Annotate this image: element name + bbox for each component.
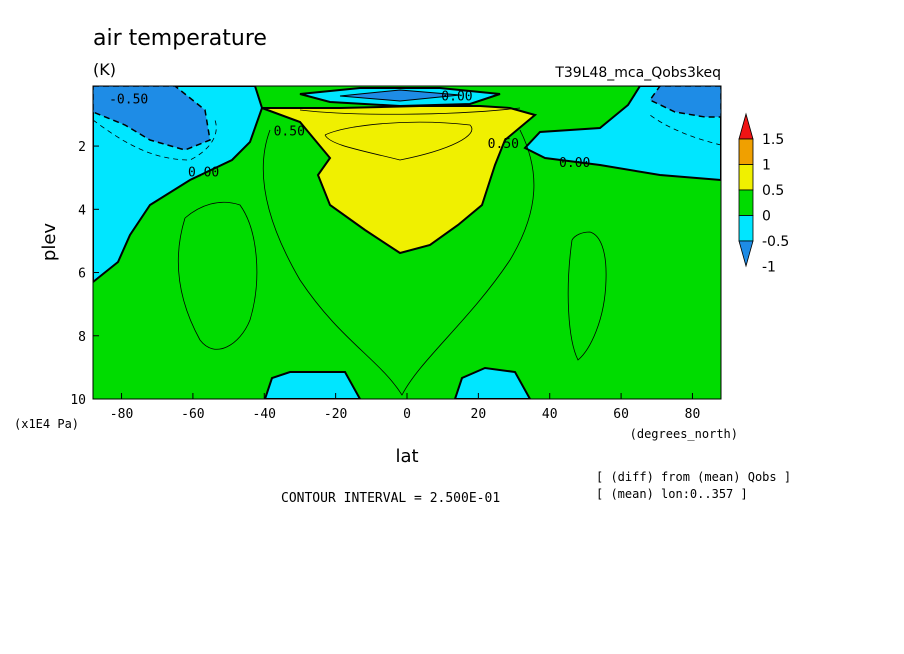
field-surface-cold-patch-west — [263, 371, 362, 399]
contour-label: -0.50 — [109, 93, 148, 108]
colorbar-segment — [738, 189, 754, 216]
field-warm-core — [261, 105, 538, 255]
contour-line-inner-nh — [567, 231, 607, 361]
contour-line-nh-dash — [649, 114, 721, 146]
contour-label: 0.50 — [488, 137, 519, 152]
contour-label: 0.00 — [188, 165, 219, 180]
colorbar-segment — [738, 164, 754, 191]
contour-line-upper — [299, 107, 521, 115]
x-tick-label: 0 — [403, 407, 411, 422]
colorbar-max-arrow — [738, 112, 754, 140]
field-strong-negative-nh — [648, 86, 721, 118]
contour-label: 0.00 — [441, 89, 472, 104]
x-tick-label: 20 — [471, 407, 487, 422]
y-axis: 2 4 6 8 10 — [70, 140, 99, 408]
field-strong-negative-sh — [93, 86, 211, 151]
colorbar: 1.5 1 0.5 0 -0.5 -1 — [738, 112, 789, 276]
colorbar-level-label: 0.5 — [762, 183, 784, 199]
run-label: T39L48_mca_Qobs3keq — [554, 65, 721, 81]
chart-title: air temperature — [93, 26, 267, 51]
colorbar-level-label: -0.5 — [762, 234, 789, 250]
colorbar-level-label: -1 — [762, 260, 776, 276]
field-negative-band-sh — [93, 86, 264, 284]
y-tick-label: 2 — [78, 140, 86, 155]
y-axis-units: (x1E4 Pa) — [14, 417, 79, 431]
contour-lines — [93, 107, 721, 396]
y-tick-label: 8 — [78, 330, 86, 345]
x-tick-label: -20 — [324, 407, 347, 422]
x-tick-label: -80 — [110, 407, 133, 422]
x-tick-label: 40 — [542, 407, 558, 422]
colorbar-level-label: 1.5 — [762, 132, 784, 148]
x-tick-label: 80 — [685, 407, 701, 422]
y-tick-label: 4 — [78, 203, 86, 218]
contour-labels: -0.50 0.00 0.50 0.00 0.50 0.00 — [109, 89, 590, 180]
contour-line-inner-sh — [177, 201, 258, 350]
x-tick-label: 60 — [613, 407, 629, 422]
colorbar-level-label: 1 — [762, 158, 771, 174]
field-surface-cold-patch-east — [453, 366, 532, 399]
contour-label: 0.50 — [274, 124, 305, 139]
contour-label: 0.00 — [559, 156, 590, 171]
y-tick-label: 10 — [70, 393, 86, 408]
units-label: (K) — [93, 60, 116, 79]
note-line-2: [ (mean) lon:0..357 ] — [596, 487, 748, 501]
y-axis-label: plev — [39, 223, 60, 262]
y-tick-label: 6 — [78, 267, 86, 282]
contour-line-warm-inner — [324, 121, 473, 161]
x-axis: -80 -60 -40 -20 0 20 40 60 80 — [110, 393, 700, 422]
colorbar-segment — [738, 215, 754, 242]
colorbar-segment — [738, 138, 754, 165]
note-line-1: [ (diff) from (mean) Qobs ] — [596, 470, 791, 484]
x-axis-units: (degrees_north) — [630, 427, 738, 441]
contour-line-sh-dash — [93, 119, 217, 161]
x-tick-label: -60 — [181, 407, 204, 422]
field-upper-cold-core — [339, 89, 461, 102]
colorbar-level-label: 0 — [762, 209, 771, 225]
contour-interval-text: CONTOUR INTERVAL = 2.500E-01 — [281, 491, 500, 506]
contour-line-tropical-v — [262, 129, 535, 396]
x-tick-label: -40 — [253, 407, 276, 422]
plot-area: -0.50 0.00 0.50 0.00 0.50 0.00 — [93, 86, 721, 399]
x-axis-label: lat — [395, 446, 418, 467]
colorbar-min-arrow — [738, 240, 754, 268]
